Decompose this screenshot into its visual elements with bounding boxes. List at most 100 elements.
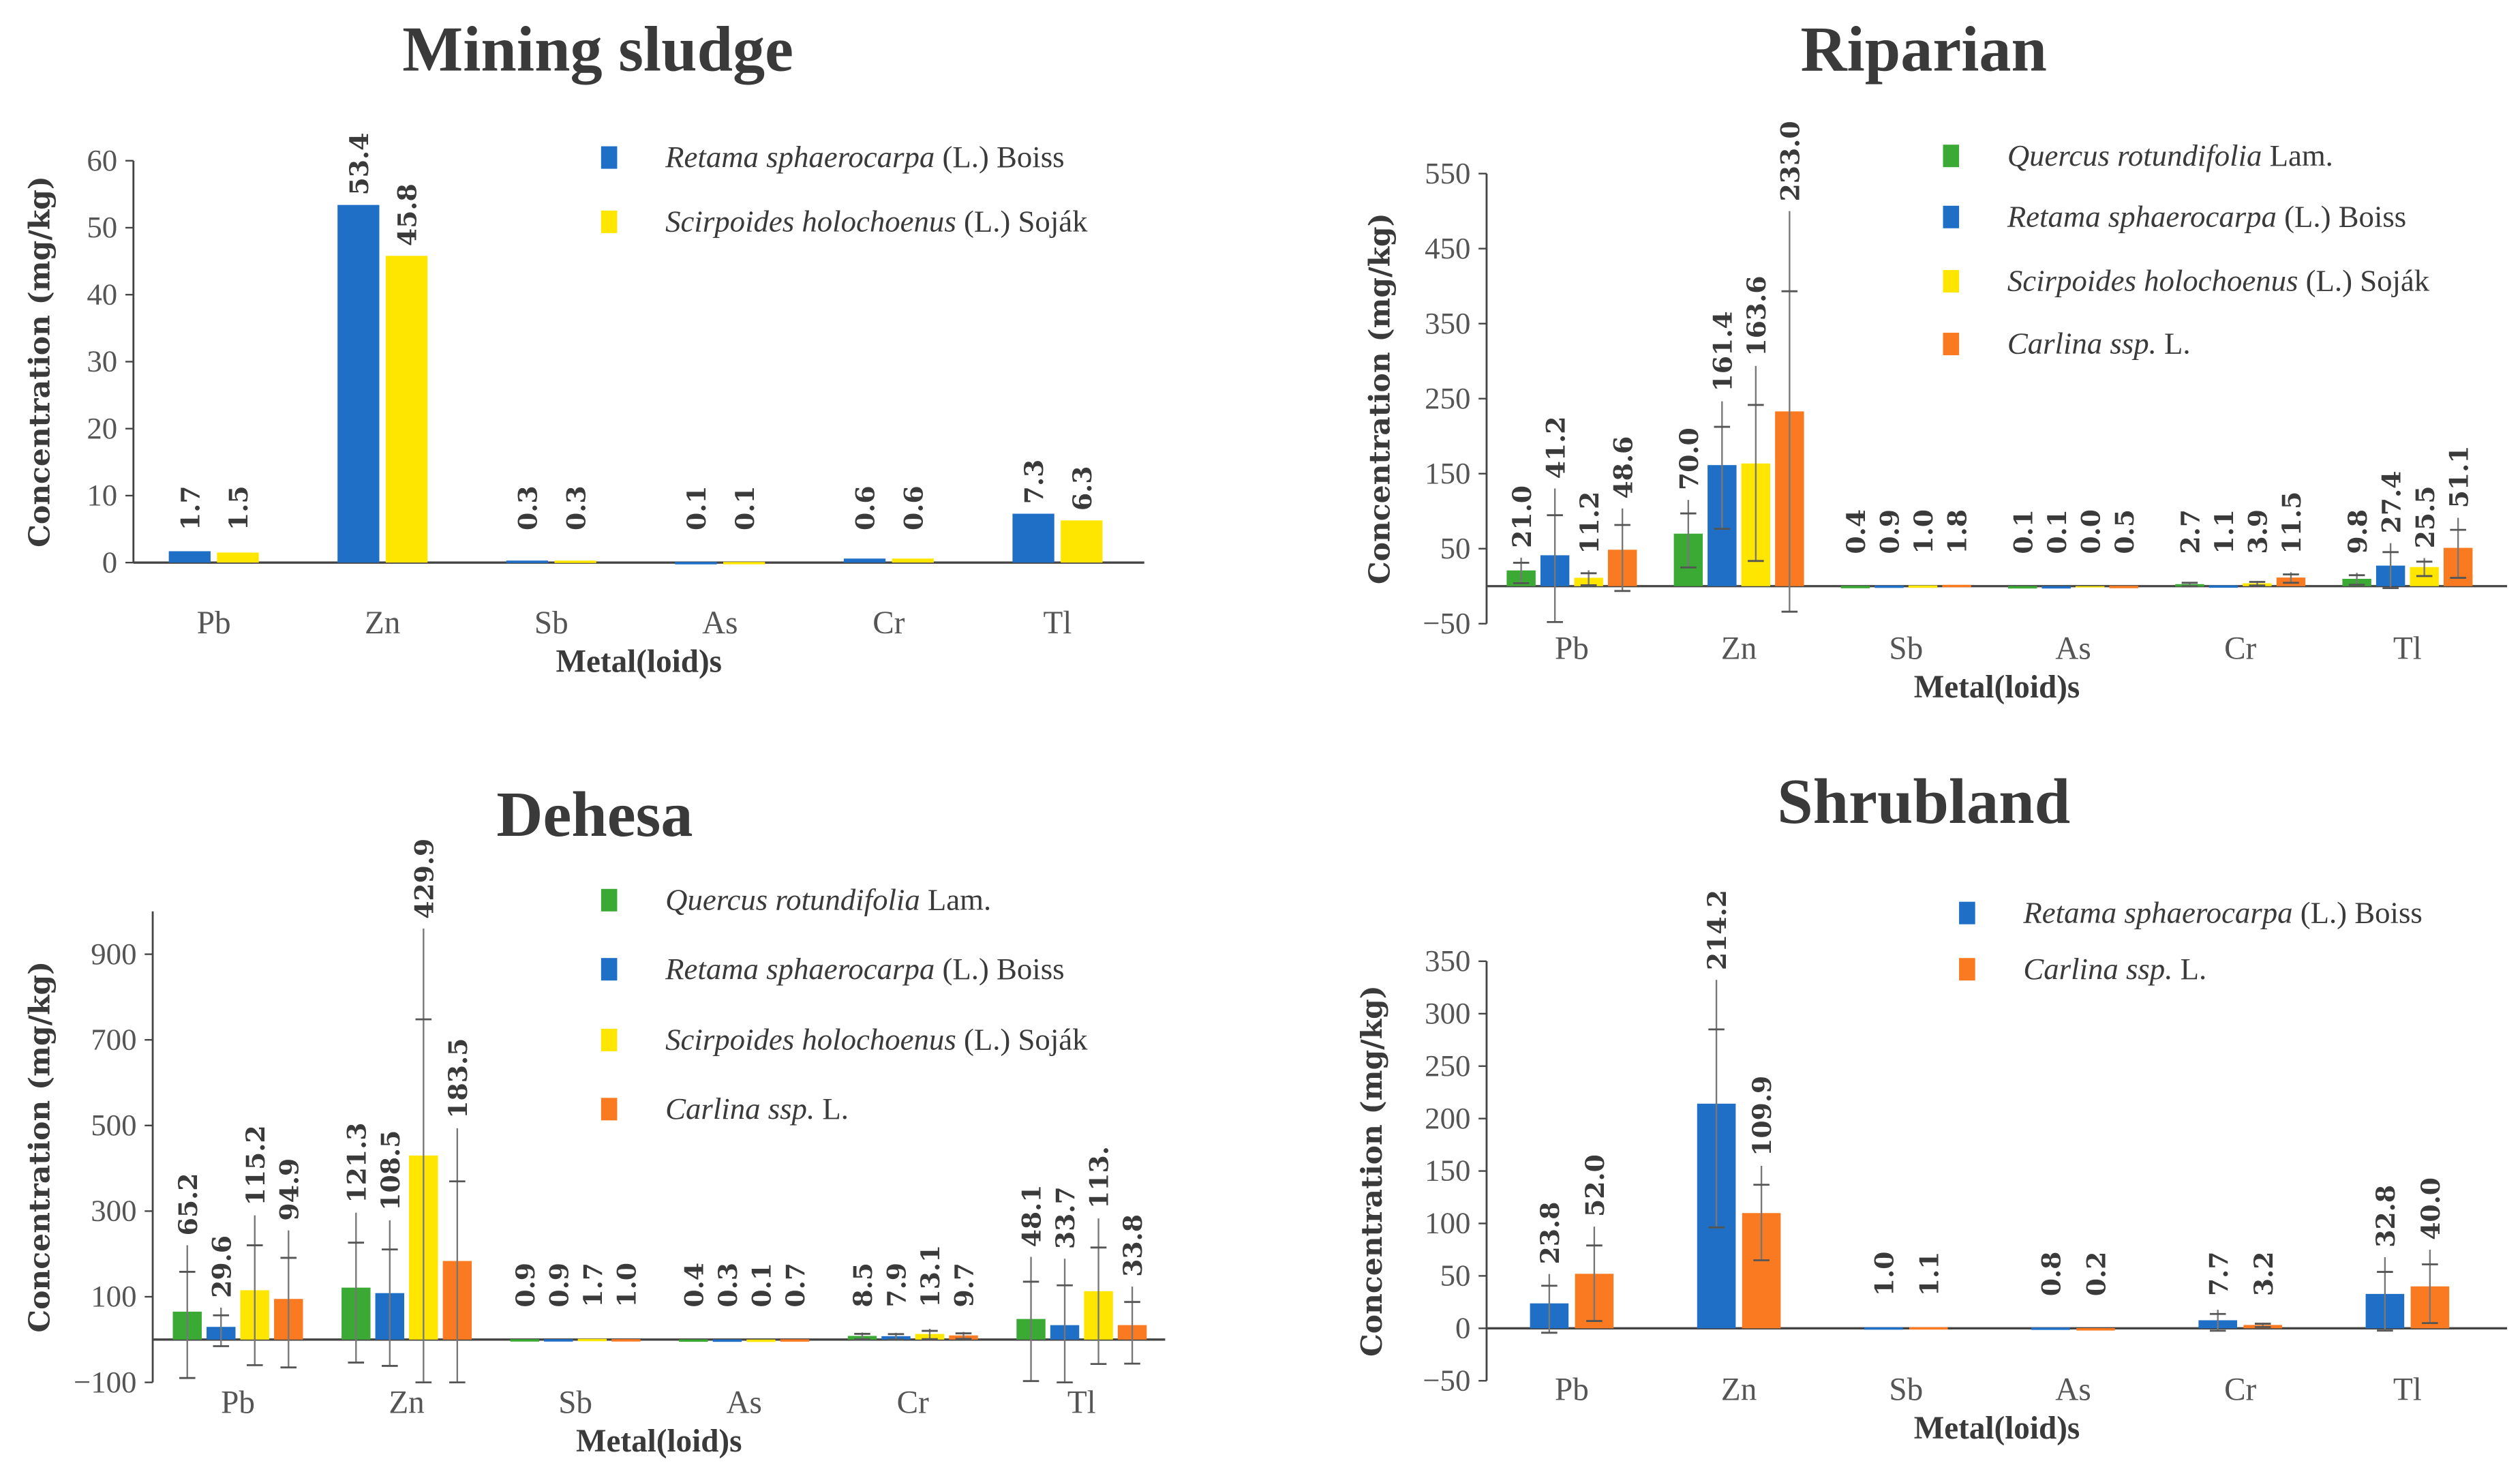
- data-label: 23.8: [1535, 1202, 1565, 1265]
- data-label: 13.1: [915, 1245, 945, 1308]
- legend-label: Retama sphaerocarpa (L.) Boiss: [665, 952, 1064, 986]
- bar: [544, 1339, 573, 1342]
- x-tick-label: Sb: [534, 605, 568, 641]
- y-tick-label: 50: [87, 210, 117, 244]
- data-label: 7.3: [1019, 460, 1049, 505]
- data-label: 0.3: [513, 485, 543, 530]
- x-tick-label: Sb: [1889, 1372, 1923, 1408]
- legend-item: Scirpoides holochoenus (L.) Soják: [601, 205, 1088, 239]
- legend-swatch: [601, 146, 618, 169]
- chart-mining-sludge: Mining sludge 0 10 20 30 40 50 60 Concentration …: [22, 14, 1144, 680]
- data-label: 70.0: [1674, 427, 1704, 490]
- y-tick-label: 30: [87, 344, 117, 378]
- data-label: 3.2: [2249, 1252, 2279, 1297]
- data-label: 0.1: [2008, 509, 2038, 554]
- x-tick-label: As: [702, 605, 738, 641]
- legend-label: Retama sphaerocarpa (L.) Boiss: [665, 140, 1064, 174]
- data-label: 9.8: [2343, 509, 2373, 554]
- data-label: 163.6: [1742, 275, 1772, 356]
- y-tick-label: 700: [91, 1022, 136, 1056]
- y-tick-label: 500: [91, 1108, 136, 1142]
- legend-label: Carlina ssp. L.: [2023, 952, 2206, 986]
- data-label: 113.: [1084, 1146, 1114, 1209]
- y-tick-label: 250: [1425, 381, 1470, 415]
- legend-item: Carlina ssp. L.: [1943, 327, 2191, 361]
- data-label: 0.3: [713, 1263, 743, 1308]
- data-label: 45.8: [393, 183, 423, 246]
- data-label: 65.2: [173, 1173, 203, 1236]
- legend-swatch: [1959, 958, 1975, 981]
- chart-shrubland: Shrubland −50 0 50 100 150 200 250 300 350 Concent…: [1355, 766, 2508, 1446]
- bar: [217, 552, 259, 563]
- bar: [679, 1339, 708, 1342]
- legend-swatch: [1943, 205, 1960, 228]
- chart-title: Shrubland: [1777, 766, 2070, 837]
- legend-authority: (L.) Boiss: [935, 140, 1064, 174]
- data-label: 0.1: [2042, 509, 2072, 554]
- y-tick-label: 10: [87, 478, 117, 512]
- bar: [723, 562, 765, 565]
- y-tick-label: 450: [1425, 231, 1470, 265]
- data-label: 0.4: [1841, 509, 1871, 554]
- data-label: 1.7: [175, 485, 205, 530]
- bar: [2008, 586, 2037, 589]
- data-label: 21.0: [1507, 485, 1537, 548]
- y-tick-label: 40: [87, 277, 117, 311]
- y-tick-label: −50: [1423, 1363, 1470, 1397]
- legend-item: Scirpoides holochoenus (L.) Soják: [1943, 264, 2430, 298]
- data-label: 53.4: [344, 133, 374, 196]
- x-axis-title: Metal(loid)s: [556, 644, 722, 680]
- bar: [1874, 585, 1904, 588]
- legend-authority: L.: [2157, 327, 2191, 361]
- legend-authority: Lam.: [920, 882, 991, 916]
- y-tick-label: 50: [1440, 1259, 1471, 1293]
- data-label: 1.1: [2209, 509, 2239, 554]
- legend-swatch: [1943, 333, 1960, 356]
- legend-item: Retama sphaerocarpa (L.) Boiss: [1943, 199, 2406, 233]
- y-tick-label: 300: [91, 1194, 136, 1228]
- data-label: 108.5: [376, 1130, 406, 1211]
- bar: [2208, 585, 2238, 588]
- y-axis-title: Concentration (mg/kg): [1355, 985, 1389, 1357]
- legend-authority: (L.) Boiss: [935, 952, 1064, 986]
- data-label: 0.6: [851, 485, 881, 530]
- x-tick-label: Tl: [2393, 631, 2422, 667]
- y-tick-label: 20: [87, 411, 117, 445]
- data-label: 0.9: [511, 1263, 541, 1308]
- x-tick-label: Cr: [2224, 631, 2256, 667]
- legend-swatch: [601, 1098, 618, 1121]
- legend-authority: (L.) Soják: [956, 1023, 1088, 1057]
- data-label: 48.1: [1017, 1185, 1047, 1248]
- bar: [1061, 520, 1103, 563]
- y-tick-label: 350: [1425, 944, 1470, 978]
- legend-label: Scirpoides holochoenus (L.) Soják: [2007, 264, 2430, 298]
- y-tick-label: 150: [1425, 456, 1470, 490]
- data-label: 51.1: [2444, 446, 2474, 509]
- x-tick-label: Cr: [872, 605, 905, 641]
- data-label: 3.9: [2243, 509, 2273, 554]
- legend-item: Retama sphaerocarpa (L.) Boiss: [1959, 895, 2423, 929]
- data-label: 94.9: [274, 1158, 304, 1221]
- data-label: 429.9: [409, 839, 439, 919]
- legend-swatch: [601, 888, 618, 912]
- y-tick-label: 300: [1425, 996, 1470, 1030]
- data-label: 11.2: [1575, 492, 1605, 554]
- data-label: 0.1: [747, 1263, 777, 1308]
- bar: [385, 256, 428, 563]
- x-tick-label: Sb: [558, 1385, 592, 1420]
- y-tick-label: 60: [87, 143, 117, 177]
- bar: [746, 1339, 776, 1342]
- data-label: 115.2: [241, 1125, 271, 1205]
- legend-species: Quercus rotundifolia: [2007, 138, 2262, 172]
- y-axis-title: Concentration (mg/kg): [22, 961, 57, 1333]
- legend-species: Carlina ssp.: [665, 1092, 815, 1126]
- x-tick-label: Pb: [221, 1385, 255, 1420]
- x-tick-label: Tl: [1043, 605, 1072, 641]
- legend-swatch: [1943, 145, 1960, 168]
- bar: [1840, 586, 1870, 588]
- data-label: 1.0: [612, 1263, 642, 1308]
- legend-swatch: [1959, 901, 1975, 924]
- legend-species: Retama sphaerocarpa: [665, 952, 935, 986]
- legend-swatch: [601, 958, 618, 981]
- data-label: 40.0: [2416, 1177, 2446, 1240]
